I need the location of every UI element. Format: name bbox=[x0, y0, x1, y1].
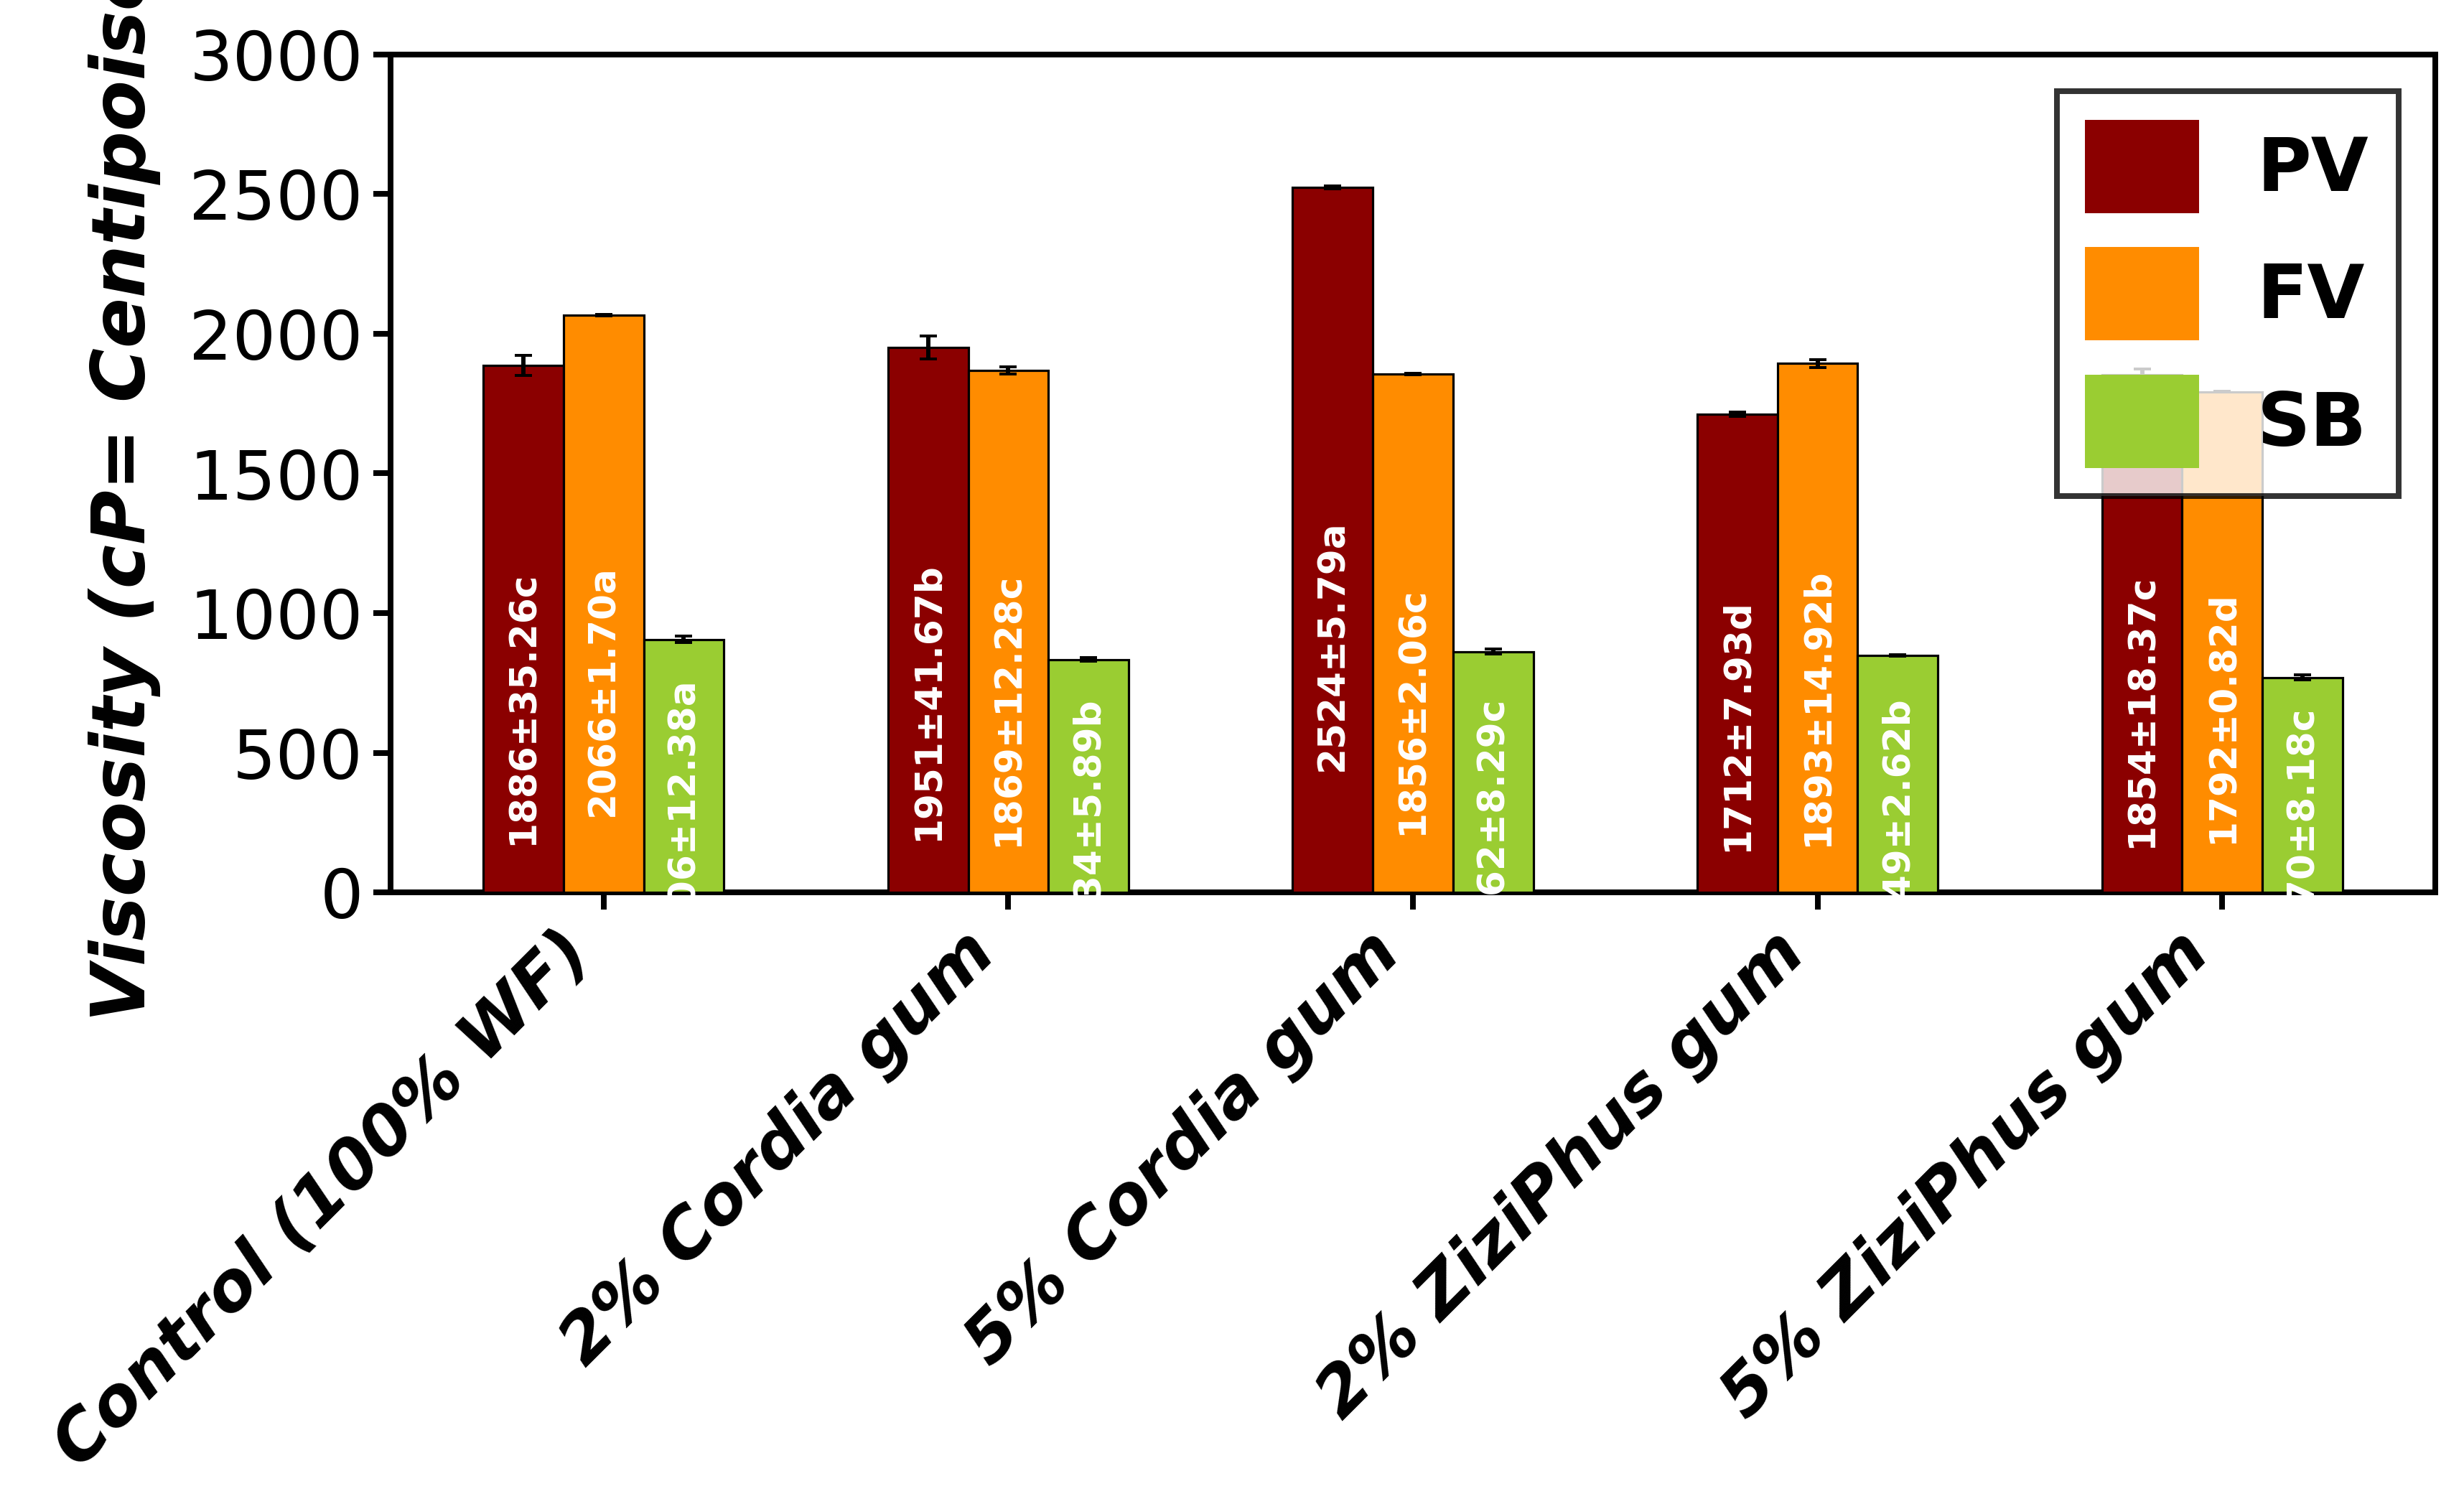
Bar bbox=[968, 370, 1047, 892]
Text: 2524±5.79a: 2524±5.79a bbox=[1316, 521, 1350, 771]
Text: 849±2.62b: 849±2.62b bbox=[1880, 696, 1915, 924]
Bar bbox=[1858, 655, 1937, 892]
Text: 2066±1.70a: 2066±1.70a bbox=[586, 564, 621, 816]
Text: 1869±12.28c: 1869±12.28c bbox=[991, 573, 1025, 847]
Legend: PV, FV, SB: PV, FV, SB bbox=[2057, 92, 2397, 496]
Text: 1712±7.93d: 1712±7.93d bbox=[1720, 599, 1754, 851]
Text: 1854±18.37c: 1854±18.37c bbox=[2124, 575, 2161, 848]
Bar bbox=[2262, 678, 2343, 892]
Bar bbox=[2102, 374, 2183, 892]
Bar bbox=[2183, 392, 2262, 892]
Text: 1893±14.92b: 1893±14.92b bbox=[1799, 569, 1836, 847]
Bar bbox=[1294, 187, 1372, 892]
Bar bbox=[564, 315, 643, 892]
Text: 770±8.18c: 770±8.18c bbox=[2284, 706, 2321, 928]
Text: 834±5.89b: 834±5.89b bbox=[1069, 697, 1106, 924]
Bar bbox=[1777, 364, 1858, 892]
Text: 1792±0.82d: 1792±0.82d bbox=[2205, 592, 2240, 844]
Bar bbox=[1698, 413, 1777, 892]
Y-axis label: Viscosity (cP= Centipoise): Viscosity (cP= Centipoise) bbox=[89, 0, 160, 1022]
Text: 1856±2.06c: 1856±2.06c bbox=[1395, 587, 1432, 834]
Text: 1951±41.67b: 1951±41.67b bbox=[909, 563, 946, 841]
Bar bbox=[887, 347, 968, 892]
Text: 1886±35.26c: 1886±35.26c bbox=[505, 572, 542, 845]
Bar bbox=[1454, 652, 1533, 892]
Bar bbox=[1047, 659, 1129, 892]
Bar bbox=[1372, 374, 1454, 892]
Bar bbox=[483, 365, 564, 892]
Text: 906±12.38a: 906±12.38a bbox=[665, 679, 702, 930]
Bar bbox=[643, 640, 724, 892]
Text: 862±8.29c: 862±8.29c bbox=[1476, 697, 1510, 919]
